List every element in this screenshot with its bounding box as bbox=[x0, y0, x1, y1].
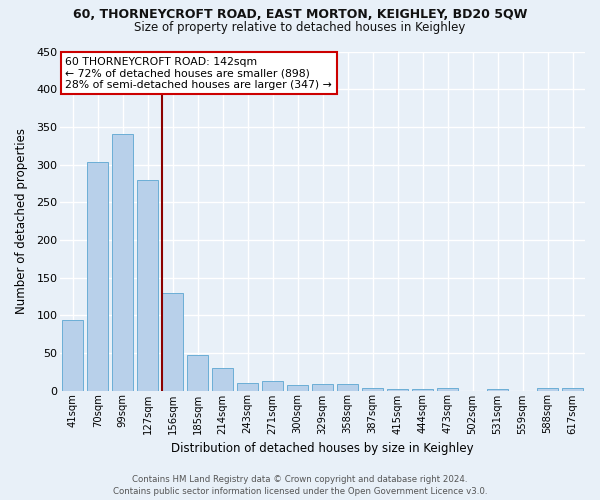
Bar bbox=[262, 380, 283, 390]
Bar bbox=[387, 389, 408, 390]
Bar bbox=[312, 384, 333, 390]
Y-axis label: Number of detached properties: Number of detached properties bbox=[15, 128, 28, 314]
Bar bbox=[87, 162, 109, 390]
Bar bbox=[212, 368, 233, 390]
Bar bbox=[337, 384, 358, 390]
Bar bbox=[287, 385, 308, 390]
Bar bbox=[162, 292, 184, 390]
Bar bbox=[137, 180, 158, 390]
Text: 60 THORNEYCROFT ROAD: 142sqm
← 72% of detached houses are smaller (898)
28% of s: 60 THORNEYCROFT ROAD: 142sqm ← 72% of de… bbox=[65, 56, 332, 90]
Bar bbox=[412, 389, 433, 390]
Bar bbox=[362, 388, 383, 390]
Bar bbox=[537, 388, 558, 390]
Text: Size of property relative to detached houses in Keighley: Size of property relative to detached ho… bbox=[134, 21, 466, 34]
Bar bbox=[487, 389, 508, 390]
Bar bbox=[437, 388, 458, 390]
Text: 60, THORNEYCROFT ROAD, EAST MORTON, KEIGHLEY, BD20 5QW: 60, THORNEYCROFT ROAD, EAST MORTON, KEIG… bbox=[73, 8, 527, 20]
Bar bbox=[562, 388, 583, 390]
Bar bbox=[112, 134, 133, 390]
Bar bbox=[62, 320, 83, 390]
Bar bbox=[187, 355, 208, 390]
X-axis label: Distribution of detached houses by size in Keighley: Distribution of detached houses by size … bbox=[172, 442, 474, 455]
Bar bbox=[237, 383, 258, 390]
Text: Contains HM Land Registry data © Crown copyright and database right 2024.
Contai: Contains HM Land Registry data © Crown c… bbox=[113, 474, 487, 496]
